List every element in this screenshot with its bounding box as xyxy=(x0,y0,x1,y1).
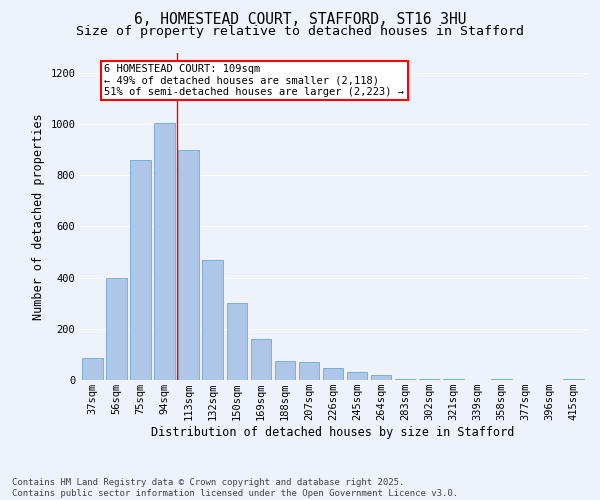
Bar xyxy=(347,372,367,380)
Bar xyxy=(227,303,247,380)
Text: Contains HM Land Registry data © Crown copyright and database right 2025.
Contai: Contains HM Land Registry data © Crown c… xyxy=(12,478,458,498)
Bar xyxy=(154,123,175,380)
Text: 6 HOMESTEAD COURT: 109sqm
← 49% of detached houses are smaller (2,118)
51% of se: 6 HOMESTEAD COURT: 109sqm ← 49% of detac… xyxy=(104,64,404,97)
Bar xyxy=(82,358,103,380)
Bar xyxy=(371,375,391,380)
Y-axis label: Number of detached properties: Number of detached properties xyxy=(32,113,44,320)
Bar xyxy=(563,378,584,380)
Bar xyxy=(395,378,415,380)
Bar xyxy=(251,339,271,380)
Bar xyxy=(178,150,199,380)
Bar xyxy=(106,278,127,380)
Bar xyxy=(323,368,343,380)
Bar xyxy=(202,260,223,380)
Bar xyxy=(130,160,151,380)
X-axis label: Distribution of detached houses by size in Stafford: Distribution of detached houses by size … xyxy=(151,426,515,439)
Bar xyxy=(299,362,319,380)
Text: Size of property relative to detached houses in Stafford: Size of property relative to detached ho… xyxy=(76,25,524,38)
Bar xyxy=(275,361,295,380)
Text: 6, HOMESTEAD COURT, STAFFORD, ST16 3HU: 6, HOMESTEAD COURT, STAFFORD, ST16 3HU xyxy=(134,12,466,28)
